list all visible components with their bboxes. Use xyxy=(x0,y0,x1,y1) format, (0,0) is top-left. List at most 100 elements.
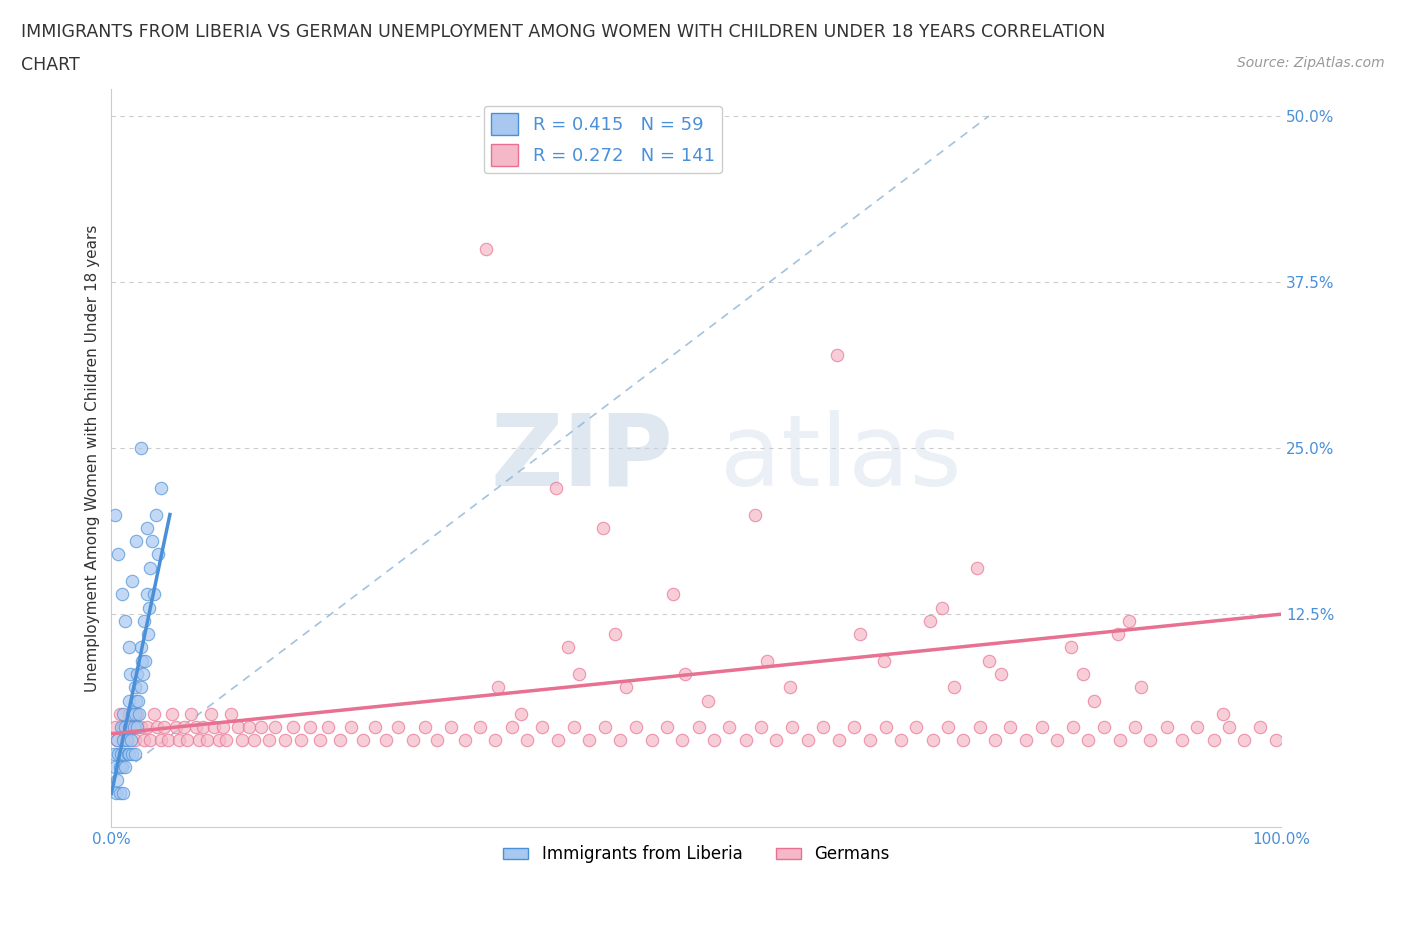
Point xyxy=(180,707,202,722)
Point xyxy=(127,707,149,722)
Point xyxy=(129,720,152,735)
Point xyxy=(169,733,191,748)
Point xyxy=(264,720,287,735)
Point xyxy=(547,733,569,748)
Point xyxy=(125,534,148,549)
Point xyxy=(387,720,409,735)
Point xyxy=(1015,733,1038,748)
Point xyxy=(734,733,756,748)
Point xyxy=(990,667,1012,682)
Point xyxy=(139,560,162,575)
Point xyxy=(486,680,509,695)
Point xyxy=(103,746,125,761)
Point xyxy=(811,720,834,735)
Point xyxy=(936,720,959,735)
Point xyxy=(127,693,149,708)
Point xyxy=(718,720,741,735)
Point xyxy=(1071,667,1094,682)
Point xyxy=(872,653,894,668)
Point xyxy=(273,733,295,748)
Point xyxy=(1202,733,1225,748)
Point xyxy=(340,720,363,735)
Point xyxy=(1185,720,1208,735)
Point xyxy=(875,720,897,735)
Point xyxy=(211,720,233,735)
Point xyxy=(603,627,626,642)
Point xyxy=(120,667,142,682)
Point xyxy=(779,680,801,695)
Point xyxy=(1218,720,1240,735)
Point xyxy=(121,746,143,761)
Point xyxy=(107,746,129,761)
Point xyxy=(250,720,273,735)
Point xyxy=(673,667,696,682)
Point xyxy=(118,720,141,735)
Point xyxy=(484,733,506,748)
Point xyxy=(208,733,231,748)
Point xyxy=(966,560,988,575)
Point xyxy=(765,733,787,748)
Point xyxy=(796,733,818,748)
Point xyxy=(108,760,131,775)
Point xyxy=(156,733,179,748)
Point xyxy=(969,720,991,735)
Point xyxy=(921,733,943,748)
Point xyxy=(749,720,772,735)
Point xyxy=(942,680,965,695)
Point xyxy=(146,720,169,735)
Point xyxy=(1233,733,1256,748)
Text: CHART: CHART xyxy=(21,56,80,73)
Point xyxy=(544,481,567,496)
Point xyxy=(107,547,129,562)
Point xyxy=(142,707,165,722)
Point xyxy=(110,720,132,735)
Point xyxy=(609,733,631,748)
Point xyxy=(657,720,679,735)
Point xyxy=(114,733,136,748)
Point xyxy=(1212,707,1234,722)
Point xyxy=(104,507,127,522)
Point xyxy=(114,614,136,629)
Legend: Immigrants from Liberia, Germans: Immigrants from Liberia, Germans xyxy=(496,839,896,870)
Point xyxy=(149,733,172,748)
Text: ZIP: ZIP xyxy=(491,409,673,507)
Point xyxy=(129,640,152,655)
Point xyxy=(139,733,162,748)
Point xyxy=(844,720,866,735)
Point xyxy=(112,786,135,801)
Point xyxy=(363,720,385,735)
Point xyxy=(141,534,163,549)
Point xyxy=(1139,733,1161,748)
Point xyxy=(426,733,449,748)
Point xyxy=(118,693,141,708)
Point xyxy=(173,720,195,735)
Point xyxy=(890,733,912,748)
Point xyxy=(118,640,141,655)
Text: atlas: atlas xyxy=(720,409,962,507)
Point xyxy=(129,680,152,695)
Point xyxy=(188,733,211,748)
Point xyxy=(111,760,134,775)
Point xyxy=(148,547,170,562)
Point xyxy=(165,720,187,735)
Point xyxy=(828,733,851,748)
Point xyxy=(104,720,127,735)
Point xyxy=(105,773,128,788)
Point xyxy=(557,640,579,655)
Point xyxy=(134,653,156,668)
Point xyxy=(132,667,155,682)
Point xyxy=(121,574,143,589)
Point xyxy=(127,667,149,682)
Point xyxy=(112,720,135,735)
Point xyxy=(1130,680,1153,695)
Point xyxy=(744,507,766,522)
Point xyxy=(977,653,1000,668)
Point xyxy=(131,653,153,668)
Point xyxy=(108,707,131,722)
Point xyxy=(530,720,553,735)
Point xyxy=(1156,720,1178,735)
Point xyxy=(984,733,1007,748)
Point xyxy=(375,733,398,748)
Point xyxy=(308,733,330,748)
Point xyxy=(1107,627,1129,642)
